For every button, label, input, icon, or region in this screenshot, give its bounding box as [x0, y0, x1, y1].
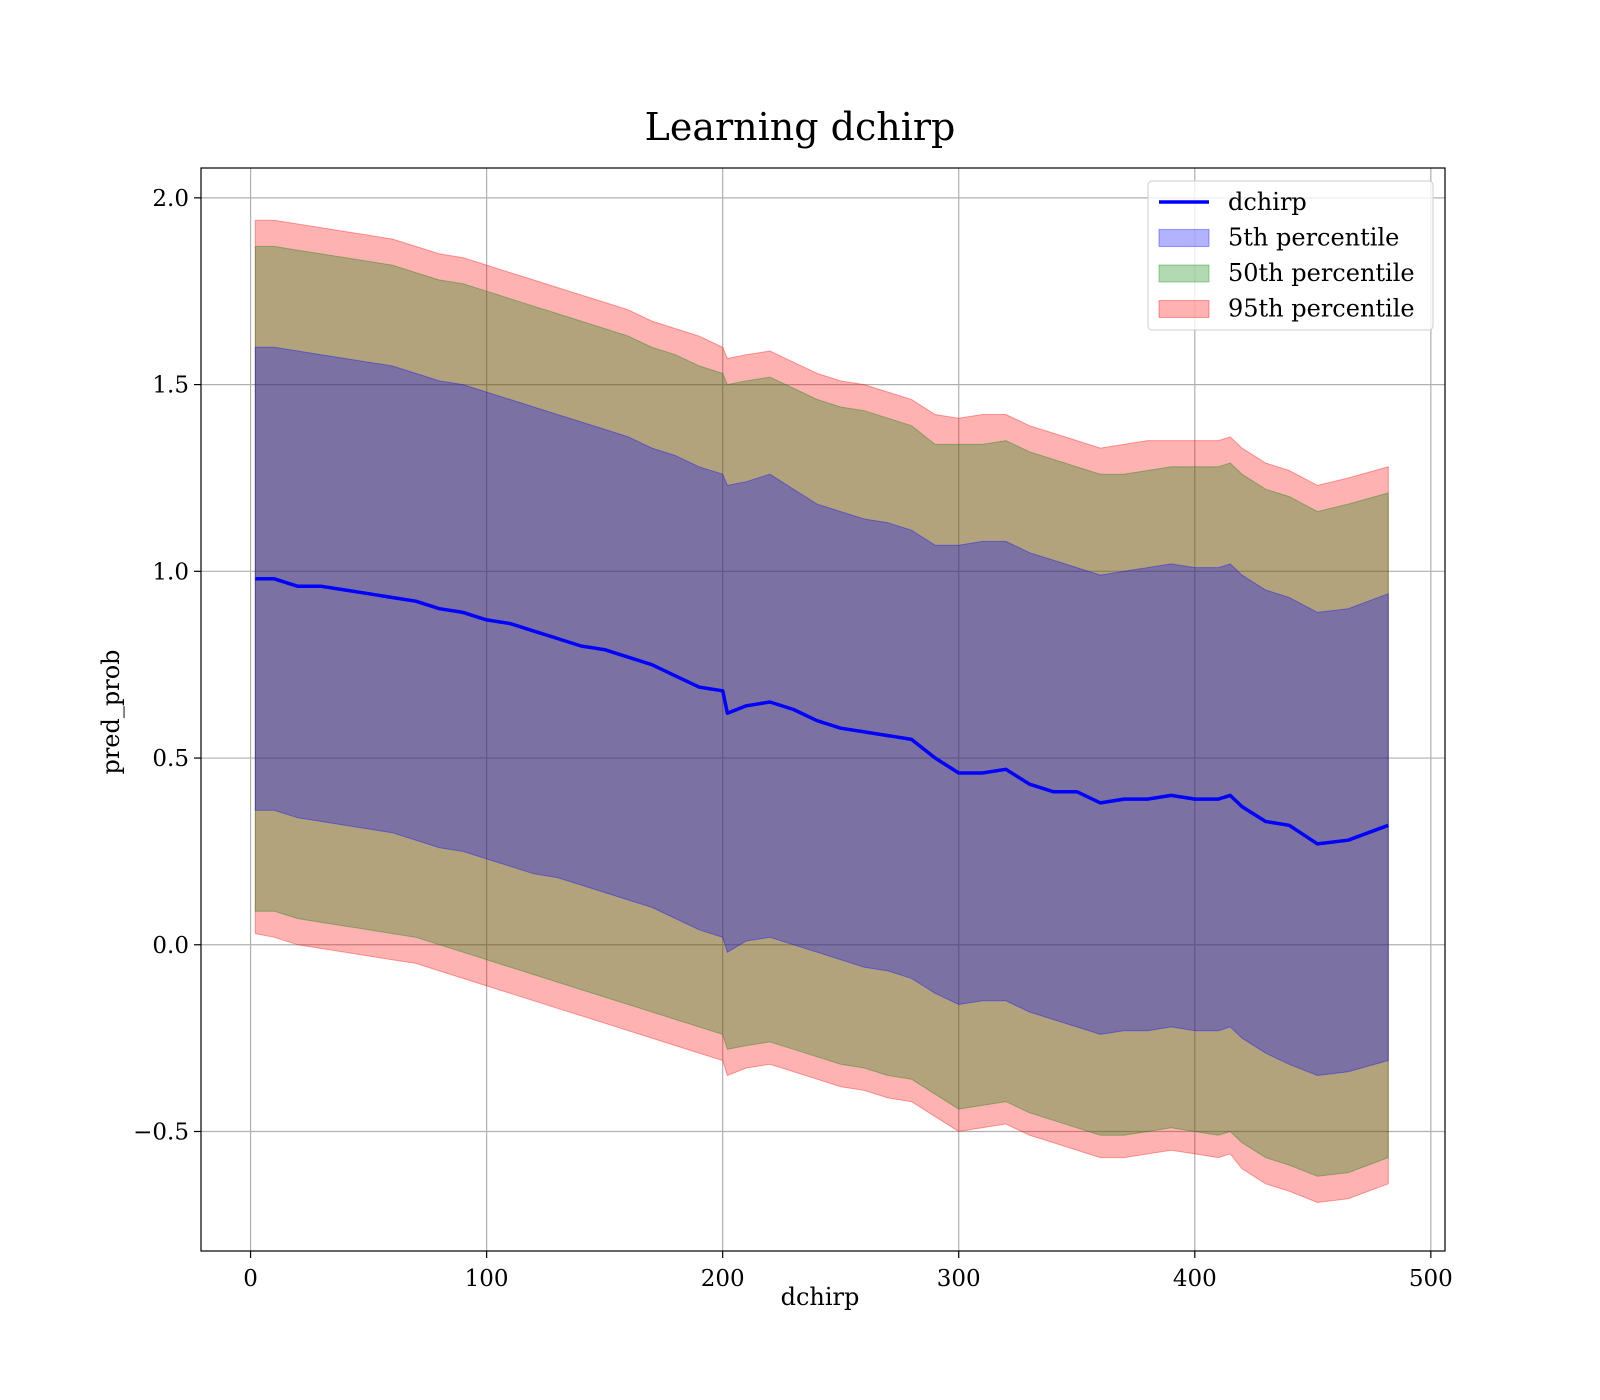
plot-frame — [200, 167, 1446, 1252]
legend-patch-swatch — [1158, 264, 1210, 283]
legend-label: dchirp — [1228, 188, 1307, 216]
legend-patch-swatch — [1158, 229, 1210, 247]
y-tick-label: −0.5 — [133, 1119, 189, 1145]
x-tick-label: 400 — [1173, 1266, 1217, 1292]
legend: dchirp 5th percentile 50th percentile 95th … — [1147, 180, 1434, 331]
x-axis-label: dchirp — [781, 1283, 860, 1311]
chart-title: Learning dchirp — [645, 105, 956, 149]
legend-patch-swatch — [1158, 300, 1210, 318]
percentile-bands — [254, 219, 1389, 1204]
y-axis-label: pred_prob — [97, 649, 125, 774]
y-tick-label: 1.0 — [152, 559, 189, 585]
grid — [201, 168, 1445, 1251]
x-tick-label: 100 — [465, 1266, 509, 1292]
x-tick-label: 0 — [243, 1266, 258, 1292]
dchirp-line-layer — [255, 577, 1389, 846]
axis-ticks: 0 100 200 300 400 500 −0.5 0.0 0.5 1.0 1.5 2.0 — [133, 186, 1453, 1292]
y-tick-label: 1.5 — [152, 373, 189, 399]
legend-box — [1147, 180, 1434, 331]
x-tick-label: 300 — [937, 1266, 981, 1292]
y-tick-label: 0.5 — [152, 746, 189, 772]
x-tick-label: 500 — [1409, 1266, 1453, 1292]
y-tick-label: 0.0 — [152, 933, 189, 959]
legend-label: 50th percentile — [1228, 259, 1415, 287]
y-tick-label: 2.0 — [152, 186, 189, 212]
x-tick-label: 200 — [701, 1266, 745, 1292]
dchirp-line — [255, 577, 1389, 846]
legend-label: 5th percentile — [1228, 224, 1399, 252]
95th-percentile-band — [254, 219, 1389, 1204]
50th-percentile-band — [254, 245, 1389, 1177]
legend-label: 95th percentile — [1228, 295, 1415, 323]
5th-percentile-band — [254, 346, 1389, 1077]
